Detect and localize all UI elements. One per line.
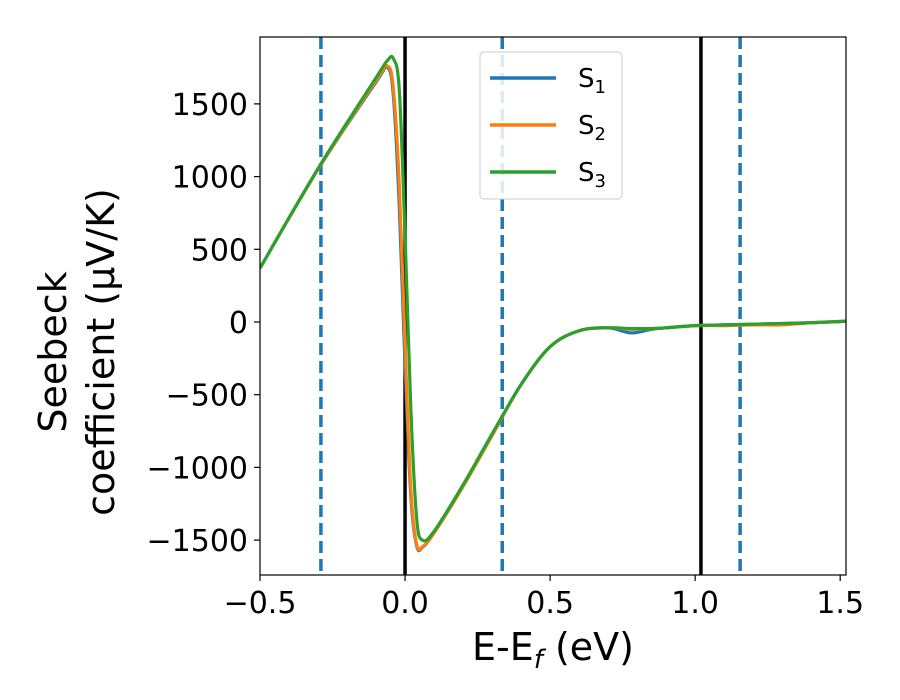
x-axis-title: E-Ef (eV) xyxy=(472,625,634,675)
x-axis-ticks: −0.5 0.0 0.5 1.0 1.5 xyxy=(224,575,864,621)
x-tick-label: 0.0 xyxy=(381,586,429,621)
series-lines xyxy=(260,54,846,553)
y-axis-ticks: −1500 −1000 −500 0 500 1000 1500 xyxy=(147,88,260,559)
legend-label-s1: S1 xyxy=(578,64,606,98)
x-axis-title-main: E-E xyxy=(472,625,534,669)
x-tick-label: 0.5 xyxy=(526,586,574,621)
series-line-s3 xyxy=(260,54,846,543)
legend-label-s3: S3 xyxy=(578,158,606,192)
x-tick-label: 1.5 xyxy=(816,586,864,621)
y-tick-label: −1000 xyxy=(147,451,248,486)
x-tick-label: −0.5 xyxy=(224,586,297,621)
y-axis-title-line2: coefficient (μV/K) xyxy=(79,188,123,516)
legend: S1 S2 S3 xyxy=(479,51,623,200)
x-axis-title-unit: (eV) xyxy=(543,625,634,669)
x-tick-label: 1.0 xyxy=(671,586,719,621)
y-tick-label: 500 xyxy=(191,233,248,268)
y-tick-label: −1500 xyxy=(147,524,248,559)
plot-frame xyxy=(259,36,847,576)
y-tick-label: −500 xyxy=(166,379,248,414)
y-axis-title-line1: Seebeck xyxy=(31,271,75,432)
y-tick-label: 0 xyxy=(229,306,248,341)
y-tick-label: 1000 xyxy=(172,161,248,196)
legend-label-s2: S2 xyxy=(578,111,606,145)
y-tick-label: 1500 xyxy=(172,88,248,123)
